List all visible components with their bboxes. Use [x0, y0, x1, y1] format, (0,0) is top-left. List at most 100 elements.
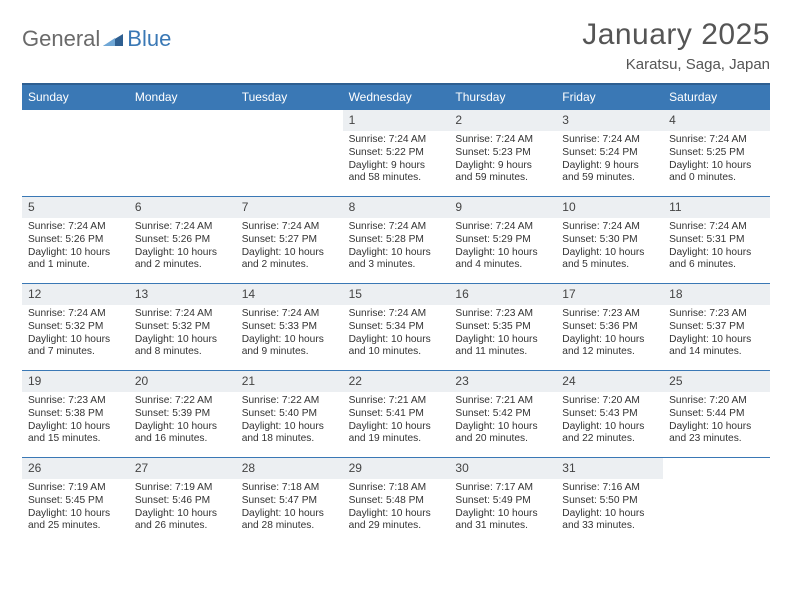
- sunrise-text: Sunrise: 7:23 AM: [562, 308, 657, 321]
- daylight-text: Daylight: 10 hours and 4 minutes.: [455, 247, 550, 273]
- day-body: Sunrise: 7:24 AMSunset: 5:26 PMDaylight:…: [22, 218, 129, 276]
- day-cell: 31Sunrise: 7:16 AMSunset: 5:50 PMDayligh…: [556, 458, 663, 544]
- sunrise-text: Sunrise: 7:24 AM: [349, 221, 444, 234]
- day-number: 3: [556, 110, 663, 131]
- sunrise-text: Sunrise: 7:24 AM: [455, 134, 550, 147]
- day-body: Sunrise: 7:21 AMSunset: 5:42 PMDaylight:…: [449, 392, 556, 450]
- day-number: 6: [129, 197, 236, 218]
- day-cell: 11Sunrise: 7:24 AMSunset: 5:31 PMDayligh…: [663, 197, 770, 283]
- daylight-text: Daylight: 10 hours and 0 minutes.: [669, 160, 764, 186]
- sunrise-text: Sunrise: 7:24 AM: [562, 134, 657, 147]
- calendar: SundayMondayTuesdayWednesdayThursdayFrid…: [22, 83, 770, 544]
- week-row: 12Sunrise: 7:24 AMSunset: 5:32 PMDayligh…: [22, 283, 770, 370]
- day-number: 10: [556, 197, 663, 218]
- sunrise-text: Sunrise: 7:24 AM: [135, 308, 230, 321]
- daylight-text: Daylight: 10 hours and 1 minute.: [28, 247, 123, 273]
- title-block: January 2025 Karatsu, Saga, Japan: [582, 18, 770, 73]
- sunset-text: Sunset: 5:49 PM: [455, 495, 550, 508]
- week-row: 26Sunrise: 7:19 AMSunset: 5:45 PMDayligh…: [22, 457, 770, 544]
- sunset-text: Sunset: 5:27 PM: [242, 234, 337, 247]
- daylight-text: Daylight: 10 hours and 26 minutes.: [135, 508, 230, 534]
- sunset-text: Sunset: 5:35 PM: [455, 321, 550, 334]
- sunrise-text: Sunrise: 7:18 AM: [242, 482, 337, 495]
- day-cell: 29Sunrise: 7:18 AMSunset: 5:48 PMDayligh…: [343, 458, 450, 544]
- empty-bar: [663, 458, 770, 479]
- daylight-text: Daylight: 10 hours and 7 minutes.: [28, 334, 123, 360]
- day-header: Friday: [556, 85, 663, 109]
- empty-cell: [236, 110, 343, 196]
- day-body: Sunrise: 7:20 AMSunset: 5:44 PMDaylight:…: [663, 392, 770, 450]
- day-number: 22: [343, 371, 450, 392]
- daylight-text: Daylight: 10 hours and 16 minutes.: [135, 421, 230, 447]
- day-body: Sunrise: 7:23 AMSunset: 5:36 PMDaylight:…: [556, 305, 663, 363]
- week-row: 19Sunrise: 7:23 AMSunset: 5:38 PMDayligh…: [22, 370, 770, 457]
- sunset-text: Sunset: 5:26 PM: [135, 234, 230, 247]
- daylight-text: Daylight: 10 hours and 28 minutes.: [242, 508, 337, 534]
- sunrise-text: Sunrise: 7:23 AM: [28, 395, 123, 408]
- day-cell: 2Sunrise: 7:24 AMSunset: 5:23 PMDaylight…: [449, 110, 556, 196]
- day-cell: 17Sunrise: 7:23 AMSunset: 5:36 PMDayligh…: [556, 284, 663, 370]
- sunset-text: Sunset: 5:29 PM: [455, 234, 550, 247]
- daylight-text: Daylight: 10 hours and 33 minutes.: [562, 508, 657, 534]
- day-header: Thursday: [449, 85, 556, 109]
- day-number: 20: [129, 371, 236, 392]
- day-cell: 18Sunrise: 7:23 AMSunset: 5:37 PMDayligh…: [663, 284, 770, 370]
- sunset-text: Sunset: 5:38 PM: [28, 408, 123, 421]
- day-number: 31: [556, 458, 663, 479]
- day-body: Sunrise: 7:24 AMSunset: 5:25 PMDaylight:…: [663, 131, 770, 189]
- day-header: Saturday: [663, 85, 770, 109]
- day-cell: 23Sunrise: 7:21 AMSunset: 5:42 PMDayligh…: [449, 371, 556, 457]
- sunrise-text: Sunrise: 7:22 AM: [242, 395, 337, 408]
- month-title: January 2025: [582, 18, 770, 52]
- day-cell: 26Sunrise: 7:19 AMSunset: 5:45 PMDayligh…: [22, 458, 129, 544]
- day-body: Sunrise: 7:20 AMSunset: 5:43 PMDaylight:…: [556, 392, 663, 450]
- day-cell: 7Sunrise: 7:24 AMSunset: 5:27 PMDaylight…: [236, 197, 343, 283]
- empty-bar: [22, 110, 129, 131]
- sunrise-text: Sunrise: 7:23 AM: [669, 308, 764, 321]
- sunrise-text: Sunrise: 7:24 AM: [562, 221, 657, 234]
- day-cell: 4Sunrise: 7:24 AMSunset: 5:25 PMDaylight…: [663, 110, 770, 196]
- location-label: Karatsu, Saga, Japan: [582, 56, 770, 73]
- day-header: Monday: [129, 85, 236, 109]
- daylight-text: Daylight: 10 hours and 10 minutes.: [349, 334, 444, 360]
- day-number: 24: [556, 371, 663, 392]
- header: General Blue January 2025 Karatsu, Saga,…: [22, 18, 770, 73]
- day-number: 7: [236, 197, 343, 218]
- sunset-text: Sunset: 5:25 PM: [669, 147, 764, 160]
- day-number: 17: [556, 284, 663, 305]
- day-body: Sunrise: 7:16 AMSunset: 5:50 PMDaylight:…: [556, 479, 663, 537]
- sunset-text: Sunset: 5:36 PM: [562, 321, 657, 334]
- day-cell: 13Sunrise: 7:24 AMSunset: 5:32 PMDayligh…: [129, 284, 236, 370]
- sunrise-text: Sunrise: 7:19 AM: [28, 482, 123, 495]
- sunset-text: Sunset: 5:28 PM: [349, 234, 444, 247]
- sunrise-text: Sunrise: 7:24 AM: [669, 221, 764, 234]
- logo-mark-icon: [103, 28, 123, 51]
- sunrise-text: Sunrise: 7:21 AM: [349, 395, 444, 408]
- sunset-text: Sunset: 5:22 PM: [349, 147, 444, 160]
- day-body: Sunrise: 7:24 AMSunset: 5:29 PMDaylight:…: [449, 218, 556, 276]
- day-number: 12: [22, 284, 129, 305]
- daylight-text: Daylight: 10 hours and 3 minutes.: [349, 247, 444, 273]
- sunrise-text: Sunrise: 7:24 AM: [242, 221, 337, 234]
- day-number: 2: [449, 110, 556, 131]
- week-row: 1Sunrise: 7:24 AMSunset: 5:22 PMDaylight…: [22, 109, 770, 196]
- sunrise-text: Sunrise: 7:24 AM: [455, 221, 550, 234]
- empty-cell: [663, 458, 770, 544]
- day-cell: 19Sunrise: 7:23 AMSunset: 5:38 PMDayligh…: [22, 371, 129, 457]
- day-body: Sunrise: 7:24 AMSunset: 5:27 PMDaylight:…: [236, 218, 343, 276]
- day-cell: 9Sunrise: 7:24 AMSunset: 5:29 PMDaylight…: [449, 197, 556, 283]
- day-header-row: SundayMondayTuesdayWednesdayThursdayFrid…: [22, 83, 770, 109]
- day-number: 28: [236, 458, 343, 479]
- sunrise-text: Sunrise: 7:24 AM: [349, 308, 444, 321]
- day-body: Sunrise: 7:18 AMSunset: 5:47 PMDaylight:…: [236, 479, 343, 537]
- day-body: Sunrise: 7:23 AMSunset: 5:35 PMDaylight:…: [449, 305, 556, 363]
- day-number: 4: [663, 110, 770, 131]
- sunset-text: Sunset: 5:39 PM: [135, 408, 230, 421]
- day-cell: 28Sunrise: 7:18 AMSunset: 5:47 PMDayligh…: [236, 458, 343, 544]
- daylight-text: Daylight: 9 hours and 59 minutes.: [455, 160, 550, 186]
- daylight-text: Daylight: 10 hours and 23 minutes.: [669, 421, 764, 447]
- day-header: Tuesday: [236, 85, 343, 109]
- sunrise-text: Sunrise: 7:20 AM: [669, 395, 764, 408]
- sunset-text: Sunset: 5:47 PM: [242, 495, 337, 508]
- day-cell: 1Sunrise: 7:24 AMSunset: 5:22 PMDaylight…: [343, 110, 450, 196]
